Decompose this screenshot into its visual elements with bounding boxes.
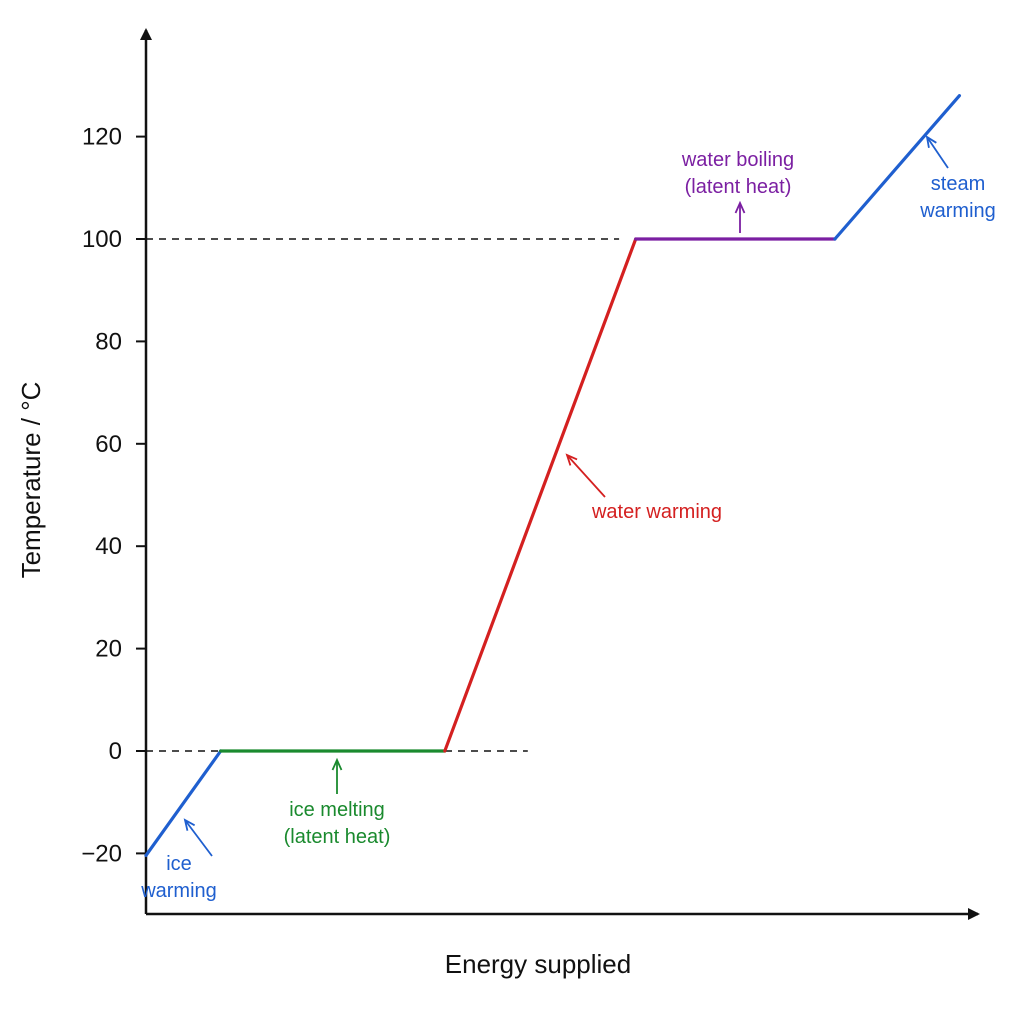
annotation-text: water boiling (latent heat) bbox=[681, 149, 794, 198]
x-axis-title: Energy supplied bbox=[445, 949, 631, 979]
y-tick-label: 0 bbox=[109, 738, 122, 765]
annotation-text: steam warming bbox=[919, 173, 996, 222]
y-tick-label: −20 bbox=[81, 840, 122, 867]
annotation: ice melting (latent heat) bbox=[284, 757, 391, 848]
annotation: water warming bbox=[565, 453, 722, 523]
y-tick-label: 60 bbox=[95, 431, 122, 458]
segment-ice-warming bbox=[144, 749, 223, 858]
annotations: ice warming ice melting (latent heat) water … bbox=[140, 135, 996, 902]
annotation: steam warming bbox=[919, 135, 996, 222]
annotation-arrowhead bbox=[734, 200, 746, 214]
y-tick-label: 120 bbox=[82, 124, 122, 151]
annotation-arrow bbox=[566, 454, 606, 498]
annotation-text: water warming bbox=[591, 501, 722, 523]
y-tick-label: 40 bbox=[95, 533, 122, 560]
annotation-text: ice melting (latent heat) bbox=[284, 799, 391, 848]
y-ticks: 120 100 80 60 40 20 0 −20 bbox=[81, 124, 146, 867]
annotation-arrowhead bbox=[565, 453, 578, 466]
annotation-text: ice warming bbox=[140, 853, 217, 902]
annotation-arrow bbox=[184, 819, 213, 857]
y-tick-label: 20 bbox=[95, 636, 122, 663]
annotation: water boiling (latent heat) bbox=[681, 149, 794, 233]
y-axis-title: Temperature / °C bbox=[16, 382, 46, 579]
annotation-arrowhead bbox=[925, 135, 937, 148]
segment-water-warming bbox=[443, 237, 638, 753]
y-tick-label: 100 bbox=[82, 226, 122, 253]
reference-lines bbox=[146, 238, 620, 752]
annotation: ice warming bbox=[140, 818, 217, 902]
heating-curve bbox=[144, 94, 962, 858]
annotation-arrowhead bbox=[183, 818, 196, 831]
segment-steam-warming bbox=[833, 94, 962, 241]
annotation-arrowhead bbox=[331, 757, 343, 771]
y-tick-label: 80 bbox=[95, 328, 122, 355]
annotation-arrow bbox=[926, 136, 949, 169]
